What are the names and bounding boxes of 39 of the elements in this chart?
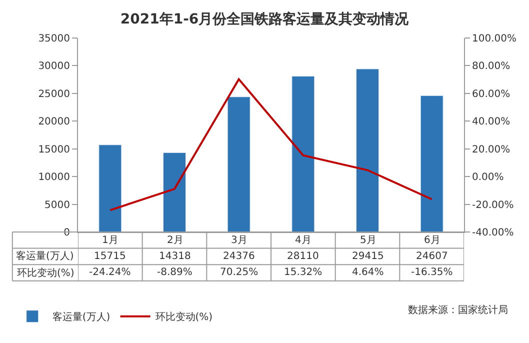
data-label: 70.25% xyxy=(220,267,258,278)
x-tick-label: 6月 xyxy=(424,235,440,246)
data-label: 4.64% xyxy=(352,267,384,278)
data-label: 14318 xyxy=(159,251,191,262)
y-tick-label: 5000 xyxy=(44,200,70,211)
x-tick-label: 3月 xyxy=(231,235,248,246)
data-label: -16.35% xyxy=(411,267,453,278)
y-tick-label: 30000 xyxy=(38,61,70,72)
y2-tick-label: 40.00% xyxy=(472,116,510,128)
data-label: 15.32% xyxy=(284,267,322,278)
y2-tick-label: -20.00% xyxy=(472,200,514,211)
y-tick-label: 10000 xyxy=(38,172,70,184)
chart-title: 2021年1-6月份全国铁路客运量及其变动情况 xyxy=(120,10,410,28)
y-tick-label: 25000 xyxy=(38,88,70,100)
text: 客运量(万人) xyxy=(16,251,74,262)
y2-tick-label: 60.00% xyxy=(472,88,510,100)
x-tick-label: 1月 xyxy=(102,235,118,246)
y2-tick-label: 100.00% xyxy=(472,34,516,44)
data-label: 29415 xyxy=(352,251,384,262)
legend-label: 环比变动(%) xyxy=(155,311,213,324)
legend-label: 客运量(万人) xyxy=(52,311,110,324)
y2-tick-label: 20.00% xyxy=(472,144,510,156)
y2-tick-label: 0.00% xyxy=(472,172,504,184)
source-note: 数据来源：国家统计局 xyxy=(408,304,508,316)
data-label: 24376 xyxy=(223,251,255,262)
y2-tick-label: -40.00% xyxy=(472,228,514,238)
data-label: 28110 xyxy=(287,251,319,262)
x-tick-label: 4月 xyxy=(295,235,312,246)
data-label: 24607 xyxy=(416,251,448,262)
y2-tick-label: 80.00% xyxy=(472,61,510,72)
text: 环比变动(%) xyxy=(17,268,74,279)
data-label: -24.24% xyxy=(89,267,131,278)
x-tick-label: 2月 xyxy=(167,235,184,246)
data-label: 15715 xyxy=(94,251,126,262)
y-tick-label: 35000 xyxy=(38,34,70,44)
x-tick-label: 5月 xyxy=(360,235,376,246)
y-tick-label: 15000 xyxy=(38,144,70,156)
data-label: -8.89% xyxy=(157,267,192,278)
y-tick-label: 20000 xyxy=(38,116,70,128)
